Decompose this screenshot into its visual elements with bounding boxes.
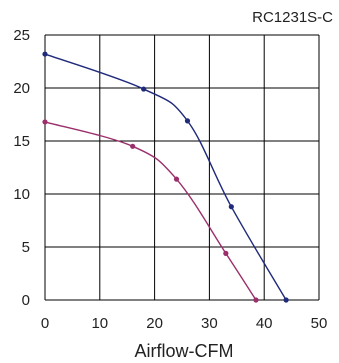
series-group <box>42 51 289 303</box>
x-tick-label: 50 <box>311 315 328 332</box>
y-tick-label: 10 <box>13 186 30 203</box>
chart-title: RC1231S-C <box>252 9 333 26</box>
x-axis-label: Airflow-CFM <box>135 341 234 361</box>
x-tick-label: 40 <box>256 315 273 332</box>
data-point <box>42 119 48 125</box>
x-tick-label: 0 <box>41 315 49 332</box>
y-tick-label: 20 <box>13 80 30 97</box>
y-tick-label: 0 <box>22 292 30 309</box>
y-tick-label: 5 <box>22 239 30 256</box>
x-tick-label: 10 <box>91 315 108 332</box>
y-tick-label: 25 <box>13 27 30 44</box>
data-point <box>184 118 191 124</box>
data-point <box>223 250 229 256</box>
series-line-2 <box>44 121 257 301</box>
x-tick-labels: 0 10 20 30 40 50 <box>41 315 328 332</box>
data-point <box>173 176 180 182</box>
y-tick-labels: 0 5 10 15 20 25 <box>13 27 30 309</box>
data-point <box>253 297 259 303</box>
data-point <box>283 297 289 303</box>
series-line-1 <box>44 53 287 301</box>
data-point <box>228 204 234 210</box>
x-tick-label: 20 <box>146 315 163 332</box>
data-point <box>42 51 48 57</box>
y-tick-label: 15 <box>13 133 30 150</box>
data-point <box>130 143 136 149</box>
x-tick-label: 30 <box>201 315 218 332</box>
data-point <box>141 86 147 92</box>
grid <box>44 34 320 301</box>
